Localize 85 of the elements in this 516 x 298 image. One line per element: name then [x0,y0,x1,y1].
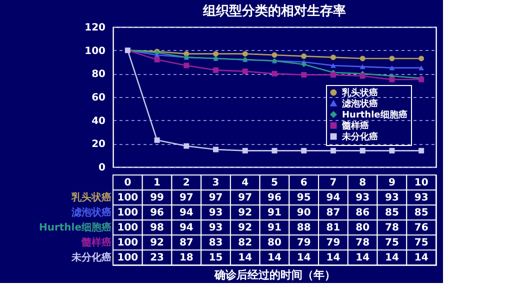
x-tick-label: 8 [359,178,366,188]
data-label: 15 [208,252,223,264]
data-label: 81 [326,222,340,234]
data-label: 86 [356,208,370,218]
data-label: 91 [268,208,282,218]
text: Hurthle细胞癌 [38,222,112,234]
data-label: 80 [268,238,282,248]
text: 乳头状癌 [72,192,112,204]
data-label: 97 [238,192,252,204]
data-label: 78 [384,222,399,234]
data-label: 88 [296,222,311,234]
data-label: 93 [356,192,370,204]
data-label: 82 [238,238,252,248]
x-tick-label: 6 [300,178,308,188]
data-label: 14 [326,252,340,264]
data-label: 85 [414,208,428,218]
x-tick-label: 7 [330,178,337,188]
y-tick-label: 0 [98,162,106,174]
data-label: 100 [117,238,138,248]
text: 髓样癌 [82,238,112,248]
x-tick-label: 5 [271,178,278,188]
data-label: 96 [268,192,282,204]
data-label: 79 [296,238,311,248]
data-label: 85 [384,208,399,218]
data-label: 94 [326,192,340,204]
data-label: 98 [150,222,164,234]
data-label: 90 [296,208,311,218]
data-label: 75 [414,238,428,248]
data-label: 92 [150,238,164,248]
y-tick-label: 60 [92,92,106,104]
data-label: 75 [384,238,399,248]
text: 确诊后经过的时间（年） [214,268,336,282]
x-tick-label: 10 [414,178,428,188]
y-tick-label: 80 [92,69,106,80]
x-tick-label: 1 [154,178,161,188]
data-label: 14 [356,252,370,264]
text: 未分化癌 [72,252,112,264]
text: 滤泡状癌 [72,208,112,218]
data-label: 97 [208,192,223,204]
y-tick-label: 40 [92,116,106,127]
data-label: 92 [238,208,252,218]
data-label: 23 [150,252,164,264]
data-label: 99 [150,192,164,204]
data-label: 76 [414,222,428,234]
data-label: 93 [208,222,223,234]
data-label: 87 [326,208,340,218]
legend-label: 髓样癌 [342,120,369,132]
x-tick-label: 4 [242,178,249,188]
data-label: 100 [117,208,138,218]
data-label: 94 [179,222,194,234]
data-label: 14 [296,252,311,264]
data-label: 97 [179,192,194,204]
legend-label: 滤泡状癌 [341,98,378,110]
legend-label: 未分化癌 [341,132,378,142]
data-label: 78 [356,238,370,248]
data-label: 100 [117,222,138,234]
y-tick-label: 20 [92,139,106,150]
data-label: 80 [356,222,370,234]
y-tick-label: 100 [84,46,106,57]
x-tick-label: 9 [388,178,396,188]
data-label: 96 [150,208,164,218]
y-tick-label: 120 [84,22,106,34]
data-label: 14 [414,252,428,264]
data-label: 14 [268,252,282,264]
data-label: 87 [179,238,194,248]
data-label: 93 [208,208,223,218]
data-label: 94 [179,208,194,218]
data-label: 14 [238,252,252,264]
data-label: 91 [268,222,282,234]
x-tick-label: 2 [182,178,190,188]
data-label: 100 [117,192,138,204]
data-label: 100 [117,252,138,264]
chart-title: 组织型分类的相对生存率 [202,3,346,19]
data-label: 18 [179,252,194,264]
data-label: 79 [326,238,340,248]
data-label: 93 [384,192,399,204]
data-label: 83 [208,238,223,248]
legend-label: Hurthle细胞癌 [342,110,408,120]
data-label: 14 [384,252,399,264]
data-label: 93 [414,192,428,204]
x-tick-label: 0 [124,178,132,188]
data-label: 92 [238,222,252,234]
x-tick-label: 3 [212,178,220,188]
legend-label: 乳头状癌 [341,88,378,98]
data-label: 95 [296,192,311,204]
